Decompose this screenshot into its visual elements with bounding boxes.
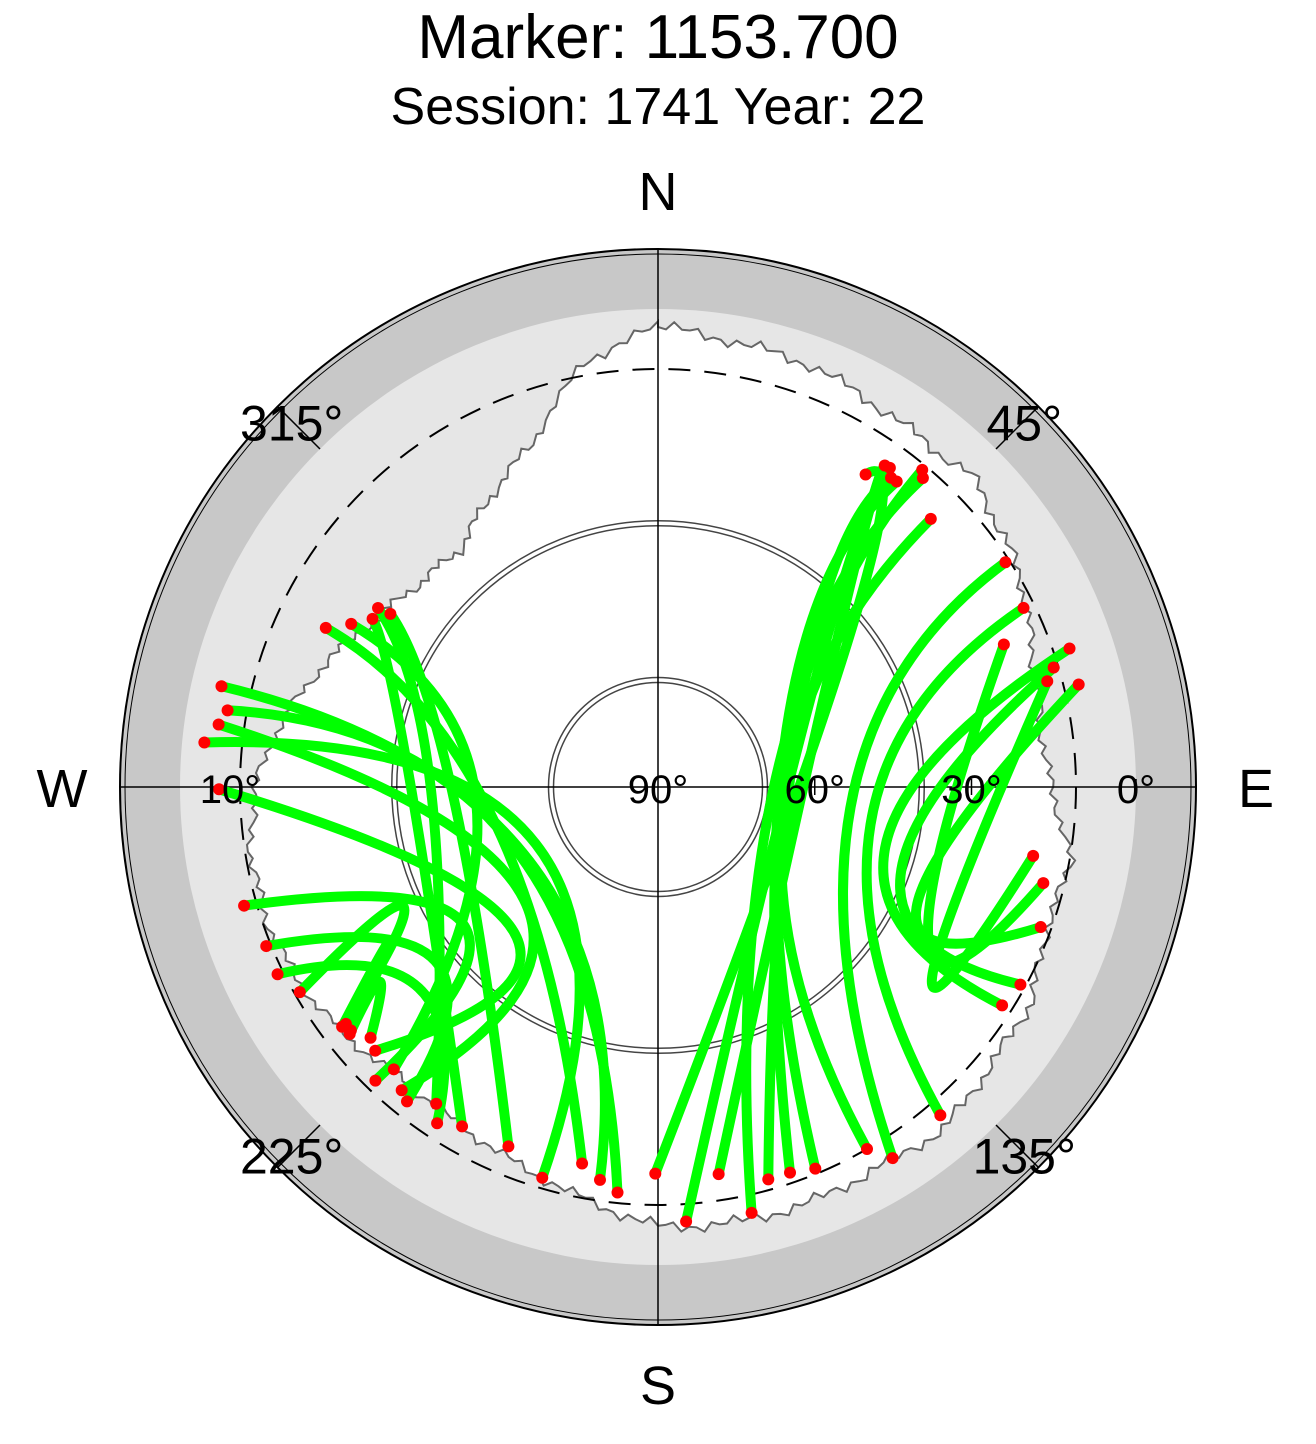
azimuth-tick-135	[995, 1124, 1039, 1168]
track-end-point-25	[369, 1044, 382, 1057]
track-start-point-14	[997, 638, 1010, 651]
track-start-point-22	[198, 736, 211, 749]
satellite-tracks	[199, 460, 1084, 1227]
satellite-track-31	[344, 976, 387, 1043]
satellite-track-23	[216, 681, 610, 1185]
track-end-point-15	[1027, 849, 1040, 862]
satellite-track-22	[199, 737, 585, 1183]
track-endpoints	[198, 459, 1085, 1228]
track-start-point-20	[319, 621, 332, 634]
track-end-point-27	[400, 1095, 413, 1108]
track-start-point-28	[271, 968, 284, 981]
compass-label-north: N	[639, 162, 678, 222]
track-start-point-24	[212, 718, 225, 731]
track-end-point-12	[1014, 978, 1027, 991]
track-start-point-9	[999, 556, 1012, 569]
track-end-point-6	[809, 1162, 822, 1175]
sky-plot-labels: N S W E 45° 135° 225° 315° 90° 60° 30° 0° 10°	[37, 162, 1275, 1416]
track-end-point-31	[364, 1031, 377, 1044]
track-start-point-11	[1063, 642, 1076, 655]
track-start-point-7	[916, 463, 929, 476]
track-end-point-19	[387, 1063, 400, 1076]
compass-label-west: W	[37, 759, 88, 819]
track-end-point-17	[430, 1097, 443, 1110]
satellite-track-7	[741, 464, 928, 1218]
track-start-point-15	[1041, 675, 1054, 688]
track-end-point-11	[996, 999, 1009, 1012]
azimuth-tick-225	[277, 1124, 321, 1168]
satellite-track-25	[214, 784, 526, 1056]
track-end-point-22	[536, 1171, 549, 1184]
track-end-point-7	[745, 1206, 758, 1219]
satellite-track-14	[923, 639, 1049, 969]
track-start-point-27	[260, 940, 273, 953]
track-end-point-3	[680, 1215, 693, 1228]
track-start-point-25	[213, 783, 226, 796]
track-end-point-21	[611, 1186, 624, 1199]
satellite-track-15	[926, 676, 1053, 993]
elevation-label-30: 30°	[941, 768, 1002, 812]
azimuth-label-135: 135°	[973, 1128, 1076, 1184]
chart-subtitle: Session: 1741 Year: 22	[390, 78, 926, 136]
track-end-point-8	[861, 1142, 873, 1155]
elevation-label-0: 0°	[1117, 768, 1155, 812]
track-end-point-23	[593, 1173, 606, 1186]
track-start-point-17	[372, 601, 385, 614]
track-start-point-26	[238, 899, 251, 912]
elevation-label-10: 10°	[200, 768, 261, 812]
track-end-point-9	[886, 1152, 899, 1165]
track-end-point-5	[784, 1166, 797, 1179]
track-start-point-23	[215, 680, 228, 693]
track-end-point-16	[456, 1120, 469, 1133]
satellite-track-18	[385, 608, 514, 1152]
track-end-point-4	[762, 1173, 775, 1186]
azimuth-tick-315	[277, 406, 321, 450]
track-end-point-14	[1037, 877, 1050, 890]
compass-label-east: E	[1238, 759, 1274, 819]
track-start-point-8	[924, 512, 937, 525]
track-end-point-13	[1034, 921, 1047, 934]
chart-title: Marker: 1153.700	[417, 3, 899, 72]
satellite-track-26	[239, 891, 475, 1086]
track-start-point-10	[1017, 601, 1030, 614]
elevation-label-60: 60°	[785, 768, 846, 812]
satellite-track-9	[838, 557, 1011, 1164]
track-start-point-19	[345, 617, 358, 630]
track-end-point-20	[576, 1157, 589, 1170]
track-end-point-24	[395, 1084, 408, 1097]
track-start-point-1	[859, 468, 872, 481]
track-end-point-28	[431, 1117, 444, 1130]
track-end-point-2	[712, 1168, 725, 1181]
track-start-point-29	[293, 986, 306, 999]
satellite-track-24	[213, 719, 539, 1096]
track-end-point-18	[502, 1140, 515, 1153]
compass-label-south: S	[640, 1356, 676, 1416]
track-start-point-16	[366, 612, 379, 625]
azimuth-tick-45	[995, 406, 1039, 450]
track-start-point-18	[384, 607, 397, 620]
azimuth-label-225: 225°	[240, 1128, 343, 1184]
track-end-point-26	[369, 1074, 382, 1087]
satellite-track-17	[373, 603, 445, 1109]
track-start-point-31	[343, 1027, 356, 1040]
satellite-track-10	[861, 602, 1029, 1121]
track-end-point-1	[649, 1167, 662, 1180]
azimuth-label-315: 315°	[240, 396, 343, 452]
track-start-point-21	[221, 704, 234, 717]
azimuth-label-45: 45°	[986, 396, 1062, 452]
track-start-point-5	[890, 475, 903, 488]
satellite-track-8	[775, 513, 936, 1154]
track-start-point-12	[1047, 661, 1060, 674]
track-end-point-10	[934, 1109, 947, 1122]
track-start-point-3	[883, 461, 896, 474]
track-start-point-13	[1072, 678, 1085, 691]
satellite-track-27	[261, 931, 453, 1107]
sky-plot-grid	[120, 249, 1196, 1325]
elevation-label-90: 90°	[628, 768, 689, 812]
